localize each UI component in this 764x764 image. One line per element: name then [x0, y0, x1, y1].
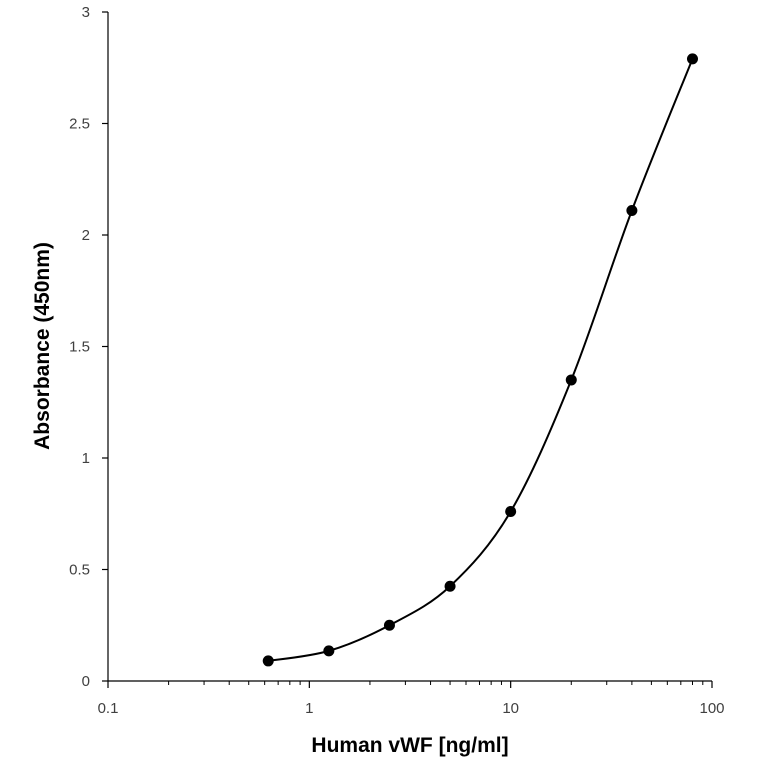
y-tick-label: 0.5 — [69, 562, 90, 579]
data-point — [505, 506, 517, 518]
data-point — [565, 374, 577, 386]
x-axis-title: Human vWF [ng/ml] — [311, 734, 508, 757]
y-tick-label: 1 — [82, 450, 90, 467]
y-tick-label: 0 — [82, 673, 90, 690]
x-tick-label: 10 — [502, 700, 519, 717]
y-ticks: 0 0.5 1 1.5 2 2.5 3 — [69, 4, 108, 690]
y-tick-label: 2.5 — [69, 116, 90, 133]
axes — [107, 12, 712, 682]
data-point — [626, 204, 638, 216]
y-tick-label: 1.5 — [69, 339, 90, 356]
y-tick-label: 2 — [82, 227, 90, 244]
x-ticks: 0.1 1 10 100 — [98, 681, 725, 717]
y-tick-label: 3 — [82, 4, 90, 21]
x-tick-label: 0.1 — [98, 700, 119, 717]
data-points — [262, 53, 698, 667]
data-point — [444, 580, 456, 592]
data-point — [323, 645, 335, 657]
data-point — [262, 655, 274, 667]
data-point — [686, 53, 698, 65]
fit-curve — [268, 58, 694, 662]
y-axis-title: Absorbance (450nm) — [31, 242, 54, 450]
x-tick-label: 100 — [699, 700, 724, 717]
data-point — [383, 619, 395, 631]
x-tick-label: 1 — [305, 700, 313, 717]
